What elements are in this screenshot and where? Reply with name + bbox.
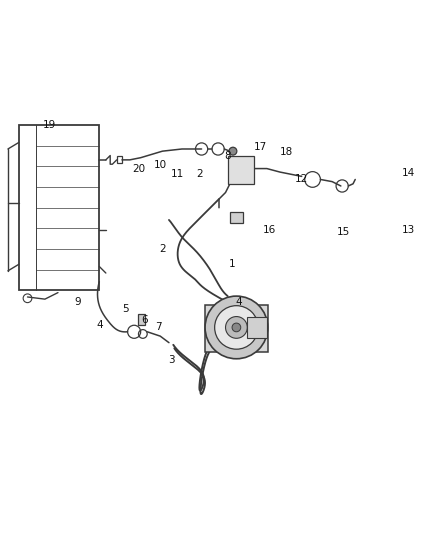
Text: 16: 16 bbox=[262, 224, 276, 235]
Text: 6: 6 bbox=[142, 314, 148, 325]
Circle shape bbox=[215, 305, 258, 349]
Circle shape bbox=[229, 147, 237, 155]
Circle shape bbox=[205, 296, 268, 359]
Text: 10: 10 bbox=[154, 160, 167, 170]
Text: 19: 19 bbox=[42, 120, 56, 130]
Bar bbox=[205, 305, 268, 352]
Text: 5: 5 bbox=[122, 304, 129, 314]
Text: 3: 3 bbox=[168, 355, 174, 365]
Bar bbox=[138, 314, 145, 325]
Circle shape bbox=[232, 323, 241, 332]
Text: 8: 8 bbox=[224, 150, 231, 160]
Text: 18: 18 bbox=[280, 148, 293, 157]
Text: 20: 20 bbox=[132, 164, 145, 174]
Bar bbox=[230, 212, 243, 223]
Text: 4: 4 bbox=[235, 297, 242, 307]
Text: 4: 4 bbox=[96, 320, 102, 330]
Bar bbox=[19, 125, 99, 290]
Text: 2: 2 bbox=[159, 244, 166, 254]
Text: 13: 13 bbox=[402, 224, 415, 235]
Text: 12: 12 bbox=[295, 174, 308, 184]
Bar bbox=[247, 317, 267, 338]
Text: 11: 11 bbox=[171, 169, 184, 179]
Text: 15: 15 bbox=[336, 227, 350, 237]
Text: 9: 9 bbox=[74, 297, 81, 307]
Text: 14: 14 bbox=[402, 168, 415, 178]
Circle shape bbox=[226, 317, 247, 338]
Text: 7: 7 bbox=[155, 321, 161, 332]
Bar bbox=[228, 156, 254, 184]
Bar bbox=[117, 156, 122, 163]
Text: 17: 17 bbox=[254, 142, 267, 152]
Text: 1: 1 bbox=[229, 260, 235, 269]
Text: 2: 2 bbox=[196, 169, 203, 179]
